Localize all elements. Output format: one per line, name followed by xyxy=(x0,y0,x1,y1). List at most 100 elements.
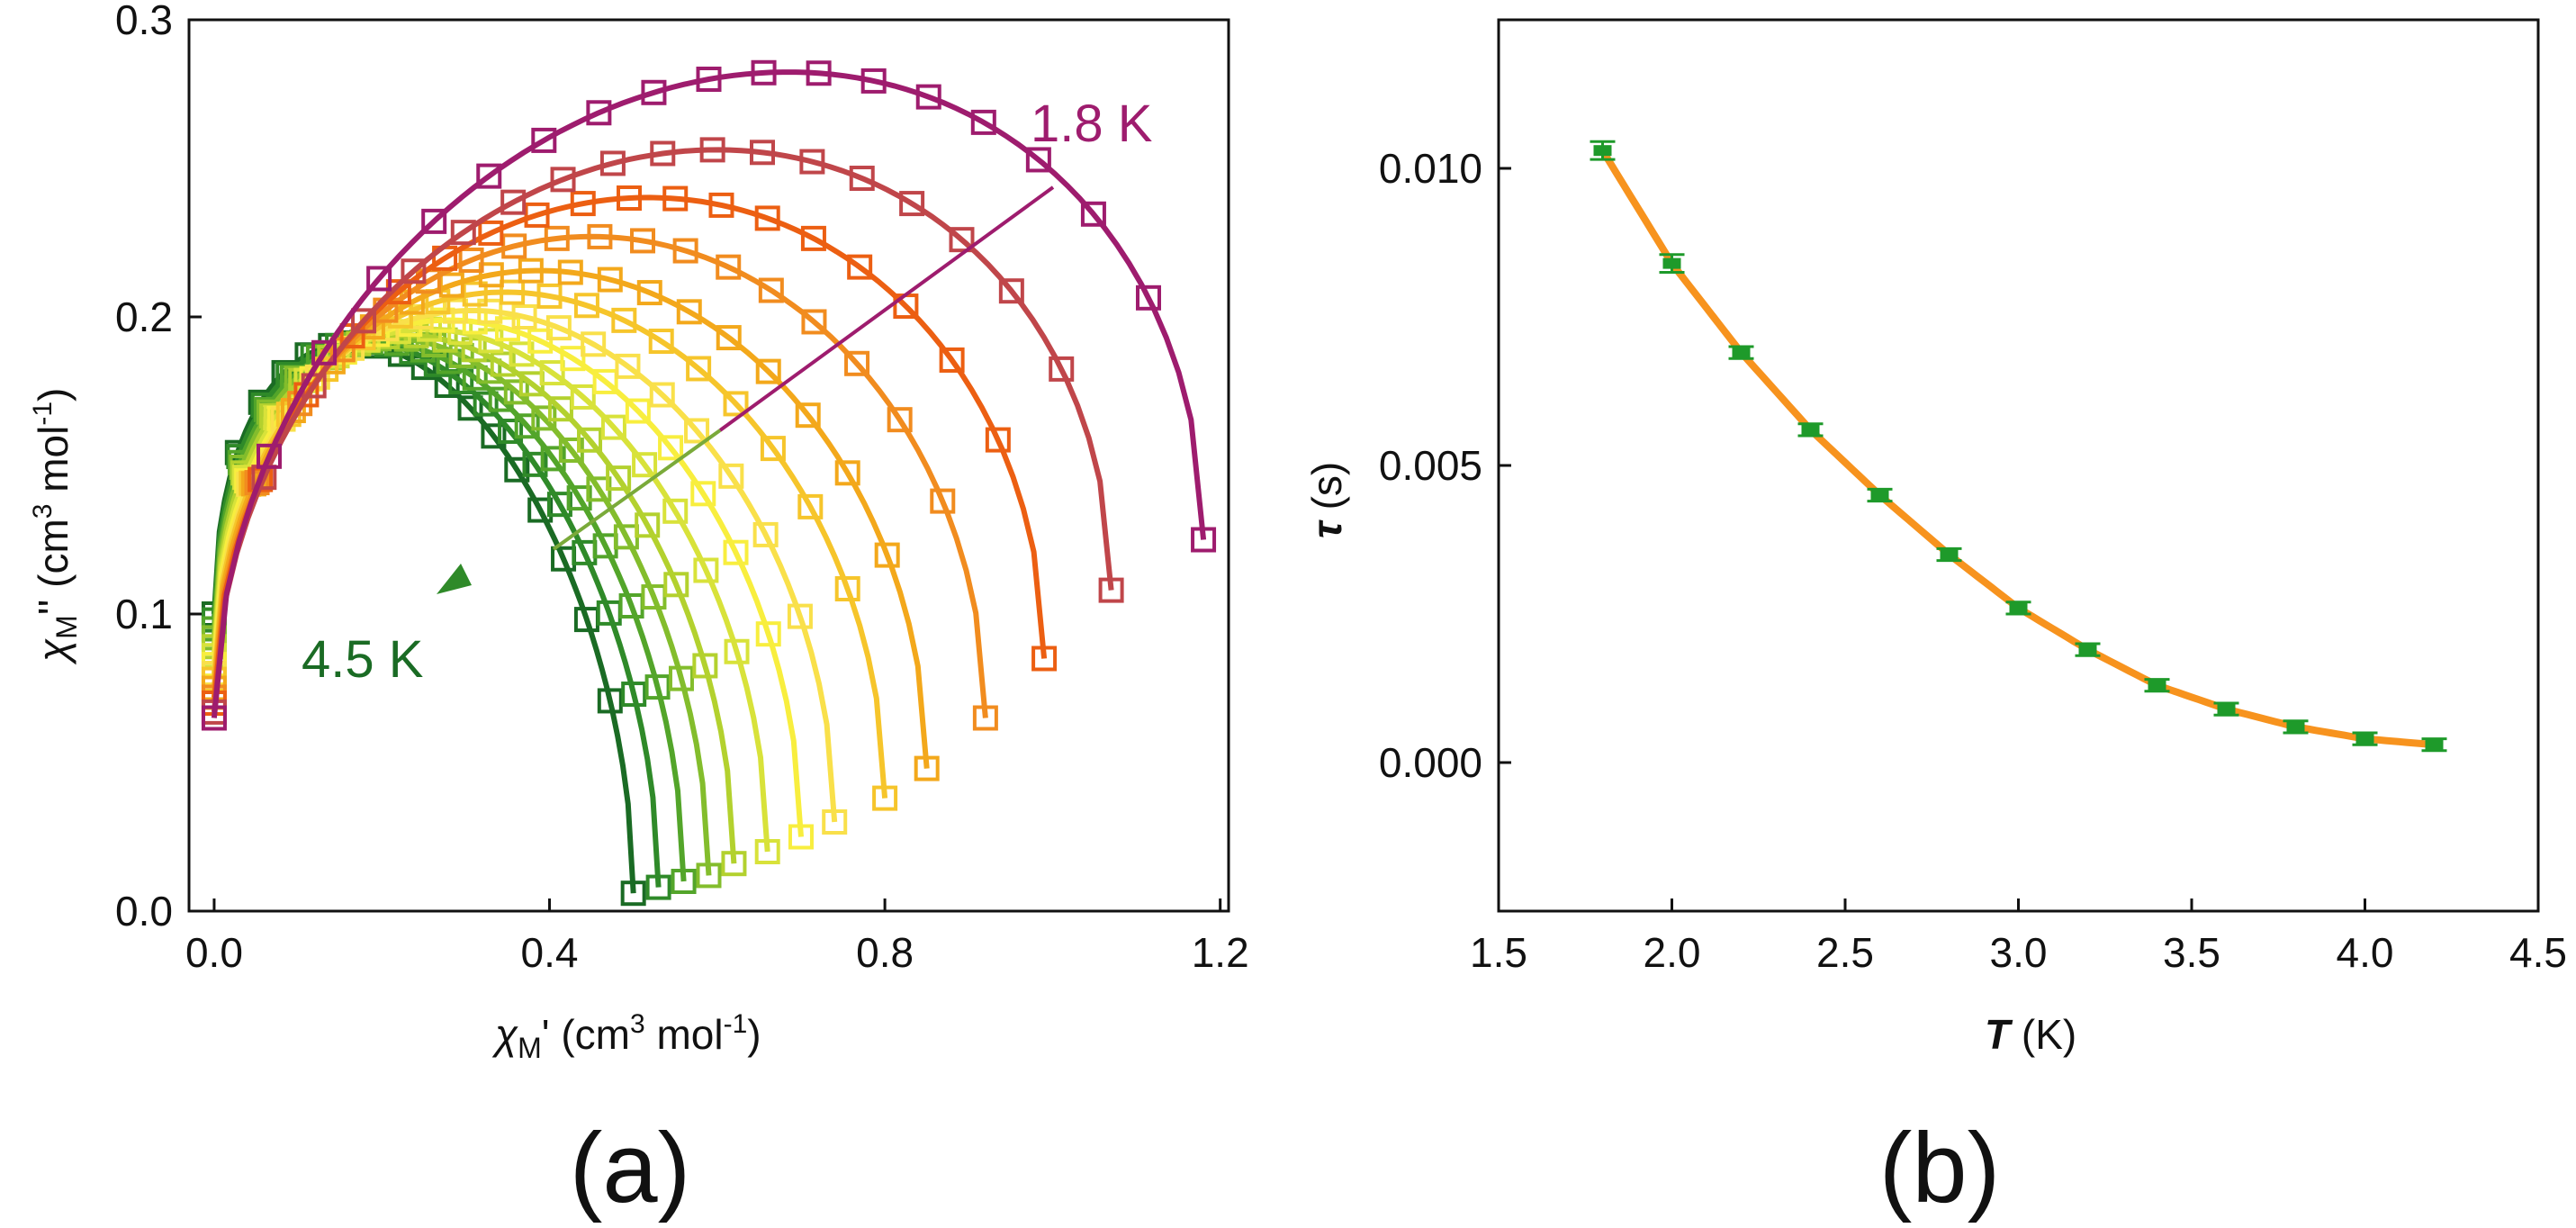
data-point xyxy=(597,688,623,714)
x-tick-label: 4.0 xyxy=(2337,929,2394,976)
data-point xyxy=(500,279,526,305)
data-point xyxy=(606,465,632,492)
marker xyxy=(1940,549,1959,560)
data-point xyxy=(615,353,641,379)
marker xyxy=(2078,644,2097,655)
marker xyxy=(2286,721,2305,733)
data-point xyxy=(658,435,684,461)
data-point xyxy=(755,621,781,647)
data-point xyxy=(1867,487,1893,503)
data-point xyxy=(577,427,603,453)
data-point xyxy=(672,238,698,264)
y-label-subscript: M xyxy=(50,615,83,639)
data-point xyxy=(795,402,821,429)
data-point xyxy=(481,423,507,449)
data-point xyxy=(597,266,623,293)
data-point xyxy=(648,329,674,355)
data-point xyxy=(546,492,572,518)
data-point xyxy=(458,247,484,273)
data-point xyxy=(800,225,826,251)
y-tick-label: 0.3 xyxy=(115,0,173,43)
marker xyxy=(1662,257,1681,269)
x-tick-label: 2.0 xyxy=(1644,929,1701,976)
data-point xyxy=(509,341,535,367)
data-point xyxy=(500,189,527,215)
data-point xyxy=(760,436,786,462)
data-point xyxy=(930,488,956,514)
data-point xyxy=(536,283,563,309)
data-point xyxy=(1080,201,1106,227)
data-point xyxy=(716,325,742,351)
data-point xyxy=(617,185,643,211)
cole-cole-plot-area xyxy=(201,59,1217,907)
tau-y-var: τ xyxy=(1303,519,1350,538)
y-tick-label: 0.005 xyxy=(1379,442,1482,489)
fit-curve xyxy=(211,69,1207,718)
x-tick-label: 4.5 xyxy=(2509,929,2567,976)
data-point xyxy=(531,127,557,153)
tau-plot-area xyxy=(1590,140,2447,753)
data-point xyxy=(478,220,504,246)
data-point xyxy=(544,225,570,251)
fit-line xyxy=(1599,149,2435,749)
data-point xyxy=(351,308,377,334)
data-point xyxy=(696,862,722,889)
tau-frame xyxy=(1497,18,2540,913)
data-point xyxy=(2144,678,2170,693)
data-point xyxy=(708,192,734,218)
data-point xyxy=(844,350,870,376)
data-point xyxy=(527,497,554,523)
data-point xyxy=(311,339,338,366)
data-point xyxy=(949,227,975,253)
x-label-sup: 3 xyxy=(630,1009,645,1039)
data-point xyxy=(592,368,618,394)
data-point xyxy=(457,395,483,421)
data-point xyxy=(477,298,503,324)
data-point xyxy=(1025,147,1051,173)
data-point xyxy=(1191,527,1217,553)
tau-x-var: T xyxy=(1985,1011,2013,1058)
data-point xyxy=(498,419,524,445)
data-point xyxy=(752,521,779,547)
data-point xyxy=(550,167,576,193)
cole-cole-frame xyxy=(187,18,1230,913)
data-point xyxy=(787,603,813,629)
data-point xyxy=(751,59,777,86)
data-point xyxy=(514,413,540,439)
data-point xyxy=(1049,356,1075,382)
x-tick-label: 1.2 xyxy=(1192,929,1249,976)
data-point xyxy=(2421,737,2447,753)
cole-cole-x-label: χM' (cm3 mol-1) xyxy=(491,1009,761,1064)
data-point xyxy=(860,68,887,94)
data-point xyxy=(632,452,658,478)
data-point xyxy=(522,451,548,477)
data-point xyxy=(560,346,586,372)
data-point xyxy=(684,418,710,444)
x-label-sup2: -1 xyxy=(724,1009,748,1039)
data-point xyxy=(671,869,697,894)
x-tick-label: 1.5 xyxy=(1470,929,1527,976)
data-point xyxy=(635,512,661,538)
data-point xyxy=(581,331,607,357)
data-point xyxy=(668,665,694,691)
marker xyxy=(1870,490,1889,501)
data-point xyxy=(501,233,527,259)
data-point xyxy=(686,356,712,382)
data-point xyxy=(874,542,900,568)
data-point xyxy=(524,202,550,228)
data-point xyxy=(599,150,626,176)
x-tick-label: 0.4 xyxy=(521,929,579,976)
data-point xyxy=(2283,719,2309,735)
data-point xyxy=(822,809,848,835)
panel-b-label: (b) xyxy=(1879,1113,2000,1223)
data-point xyxy=(847,254,873,280)
data-point xyxy=(797,493,824,519)
data-point xyxy=(887,407,913,433)
data-point xyxy=(899,191,925,217)
data-point xyxy=(1590,140,1616,161)
data-point xyxy=(257,443,283,469)
data-point xyxy=(573,293,599,319)
marker xyxy=(2355,733,2374,745)
data-point xyxy=(692,653,718,679)
